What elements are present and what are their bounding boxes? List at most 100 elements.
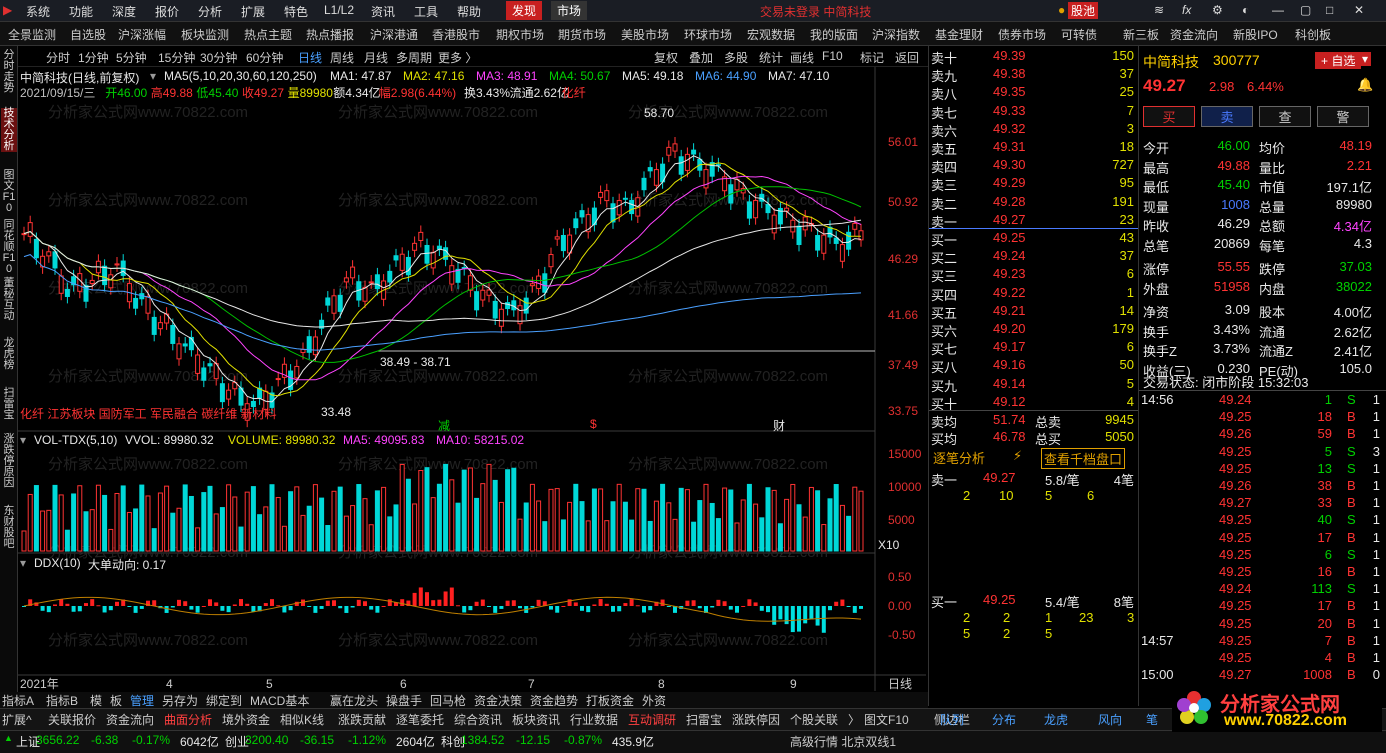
bottom-tool-tab[interactable]: 相似K线 — [280, 713, 325, 727]
indicator-tab[interactable]: 打板资金 — [586, 694, 635, 708]
ask-price[interactable]: 49.28 — [993, 193, 1026, 209]
market-tab[interactable]: 资金流向 — [1170, 28, 1219, 42]
bottom-tool-tab[interactable]: 扩展^ — [2, 713, 32, 727]
market-tab[interactable]: 沪深港通 — [370, 28, 419, 42]
indicator-tab[interactable]: 资金趋势 — [530, 694, 579, 708]
minimize-icon[interactable]: — — [1272, 3, 1284, 17]
chart-tool-button[interactable]: 标记 — [860, 51, 885, 65]
bid-price[interactable]: 49.20 — [993, 321, 1026, 336]
chart-tool-button[interactable]: 叠加 — [689, 51, 714, 65]
bottom-tool-tab[interactable]: 扫雷宝 — [686, 713, 723, 727]
right-bottom-tab[interactable]: 风向 — [1098, 713, 1123, 727]
trade-button[interactable]: 警 — [1317, 106, 1369, 127]
bell-icon[interactable]: 🔔 — [1357, 77, 1374, 92]
bottom-tool-tab[interactable]: 互动调研 — [628, 713, 677, 727]
indicator-tab[interactable]: 指标A — [2, 694, 35, 708]
menu-item[interactable]: 系统 — [26, 5, 51, 19]
bottom-tool-tab[interactable]: 综合资讯 — [454, 713, 503, 727]
kline-chart[interactable]: 分析家公式网www.70822.com 分析家公式网www.70822.com 分析… — [18, 67, 928, 692]
menu-item[interactable]: 工具 — [414, 5, 439, 19]
ask-price[interactable]: 49.31 — [993, 139, 1026, 154]
menu-item[interactable]: 功能 — [69, 5, 94, 19]
bid-price[interactable]: 49.14 — [993, 375, 1026, 391]
market-tab[interactable]: 债券市场 — [998, 28, 1047, 42]
chart-tool-button[interactable]: 多股 — [724, 51, 749, 65]
market-tab[interactable]: 科创板 — [1295, 28, 1332, 42]
period-tab[interactable]: 周线 — [330, 51, 355, 65]
indicator-tab[interactable]: 板 — [110, 694, 123, 708]
market-tab[interactable]: 期货市场 — [558, 28, 607, 42]
bottom-tool-tab[interactable]: 行业数据 — [570, 713, 619, 727]
bid-price[interactable]: 49.23 — [993, 266, 1026, 282]
tick-analysis-tab[interactable]: 逐笔分析 — [933, 451, 986, 466]
discover-button[interactable]: 发现 — [506, 1, 543, 20]
right-bottom-tab[interactable]: 龙虎 — [1044, 713, 1069, 727]
sidebar-item[interactable]: 涨跌停原因 — [3, 433, 15, 489]
period-tab[interactable]: 更多 〉 — [438, 51, 478, 65]
ask-price[interactable]: 49.38 — [993, 66, 1026, 82]
market-tab[interactable]: 基金理财 — [935, 28, 984, 42]
market-tab[interactable]: 环球市场 — [684, 28, 733, 42]
right-bottom-tab[interactable]: 笔 — [1146, 713, 1159, 727]
market-tab[interactable]: 全景监测 — [8, 28, 57, 42]
indicator-tab[interactable]: 另存为 — [162, 694, 199, 708]
bid-price[interactable]: 49.17 — [993, 339, 1026, 355]
ask-price[interactable]: 49.32 — [993, 120, 1026, 136]
bid-price[interactable]: 49.12 — [993, 393, 1026, 409]
restore-icon[interactable]: ▢ — [1300, 3, 1312, 17]
period-tab[interactable]: 5分钟 — [116, 51, 147, 65]
stock-pool-button[interactable]: 股池 — [1068, 2, 1099, 19]
market-tab[interactable]: 香港股市 — [432, 28, 481, 42]
bottom-tool-tab[interactable]: 关联报价 — [48, 713, 97, 727]
period-tab[interactable]: 日线 — [298, 51, 323, 65]
chart-tool-button[interactable]: F10 — [822, 49, 843, 63]
market-tab[interactable]: 沪深指数 — [872, 28, 921, 42]
bottom-tool-tab[interactable]: 境外资金 — [222, 713, 271, 727]
ask-price[interactable]: 49.29 — [993, 175, 1026, 191]
sidebar-item[interactable]: 同花顺F10 — [2, 219, 16, 275]
menu-item[interactable]: 报价 — [155, 5, 180, 19]
market-tab[interactable]: 沪深涨幅 — [118, 28, 167, 42]
period-tab[interactable]: 分时 — [46, 51, 71, 65]
market-tab[interactable]: 期权市场 — [496, 28, 545, 42]
period-tab[interactable]: 月线 — [364, 51, 389, 65]
market-tab[interactable]: 宏观数据 — [747, 28, 796, 42]
sidebar-item[interactable]: 董秘互动 — [3, 277, 15, 322]
menu-item[interactable]: 资讯 — [371, 5, 396, 19]
event-marker[interactable]: 减 — [438, 419, 451, 433]
indicator-menu-icon[interactable]: ▾ — [20, 556, 27, 570]
bid-price[interactable]: 49.25 — [993, 230, 1026, 245]
close-icon[interactable]: ✕ — [1354, 3, 1365, 17]
indicator-tab[interactable]: 模 — [90, 694, 103, 708]
add-watchlist-button[interactable]: + 自选 — [1315, 52, 1362, 69]
market-tab[interactable]: 新三板 — [1123, 28, 1160, 42]
period-tab[interactable]: 15分钟 — [158, 51, 196, 65]
menu-item[interactable]: 特色 — [284, 5, 309, 19]
right-bottom-tab[interactable]: 分布 — [992, 713, 1017, 727]
bottom-tool-tab[interactable]: 侧边栏 — [934, 713, 971, 727]
sidebar-item[interactable]: 龙虎榜 — [3, 337, 15, 371]
market-tab[interactable]: 美股市场 — [621, 28, 670, 42]
market-tab[interactable]: 我的版面 — [810, 28, 859, 42]
indicator-tab[interactable]: MACD基本 — [250, 694, 310, 708]
market-tab[interactable]: 板块监测 — [181, 28, 230, 42]
bottom-tool-tab[interactable]: 涨跌停因 — [732, 713, 781, 727]
menu-item[interactable]: 帮助 — [457, 5, 482, 19]
dropdown-icon[interactable]: ▾ — [1359, 52, 1372, 66]
skin-icon[interactable]: ◐ — [1242, 3, 1250, 17]
ask-price[interactable]: 49.39 — [993, 48, 1026, 63]
sidebar-item[interactable]: 分时走势 — [3, 49, 15, 94]
ask-price[interactable]: 49.27 — [993, 211, 1026, 227]
indicator-tab[interactable]: 外资 — [642, 694, 667, 708]
bottom-tool-tab[interactable]: 涨跌贡献 — [338, 713, 387, 727]
chart-tool-button[interactable]: 画线 — [790, 51, 815, 65]
maximize-icon[interactable]: □ — [1326, 3, 1334, 17]
sidebar-item[interactable]: 技术分析 — [1, 108, 17, 152]
bottom-tool-tab[interactable]: 资金流向 — [106, 713, 155, 727]
bid-price[interactable]: 49.24 — [993, 248, 1026, 264]
bottom-tool-tab[interactable]: 曲面分析 — [164, 713, 213, 727]
indicator-tab[interactable]: 管理 — [130, 694, 155, 708]
formula-icon[interactable]: fx — [1182, 3, 1192, 17]
bottom-tool-tab[interactable]: 逐笔委托 — [396, 713, 445, 727]
indicator-tab[interactable]: 资金决策 — [474, 694, 523, 708]
